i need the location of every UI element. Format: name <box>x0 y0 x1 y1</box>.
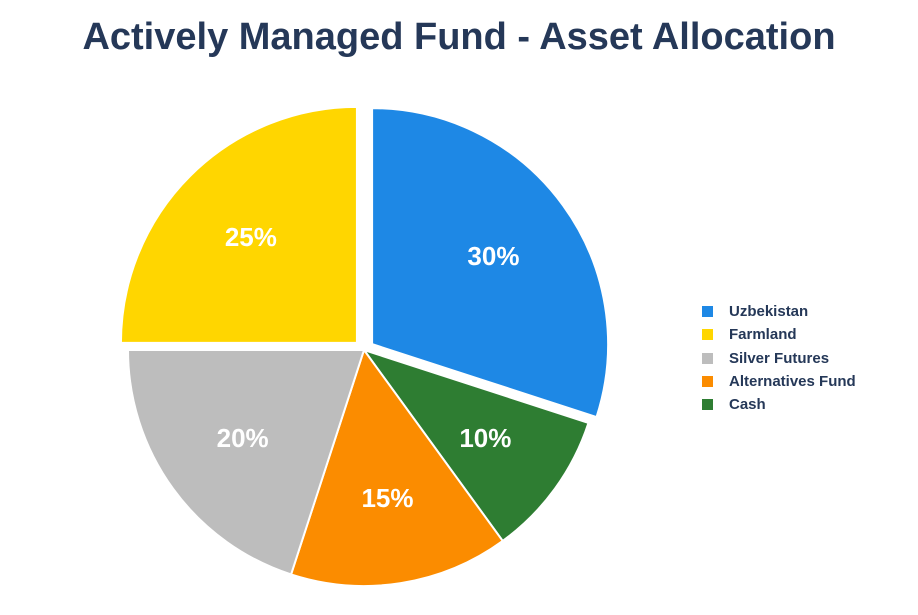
legend-swatch-cash <box>702 399 713 411</box>
pie-slice-silver-futures[interactable] <box>126 349 366 576</box>
legend-item-farmland[interactable]: Farmland <box>702 323 856 346</box>
pie-slice-uzbekistan[interactable] <box>371 107 610 419</box>
data-label-farmland: 25% <box>225 222 277 252</box>
pie-slice-farmland[interactable] <box>119 105 358 344</box>
pie-data-labels: 30% 10% 15% 20% 25% <box>217 222 520 513</box>
chart-legend: Uzbekistan Farmland Silver Futures Alternat… <box>702 300 856 416</box>
legend-label: Farmland <box>729 326 797 344</box>
legend-label: Uzbekistan <box>729 303 809 321</box>
legend-label: Silver Futures <box>729 349 830 367</box>
legend-swatch-farmland <box>702 329 713 341</box>
legend-swatch-silver-futures <box>702 352 713 364</box>
legend-swatch-alternatives-fund <box>702 376 713 388</box>
legend-item-cash[interactable]: Cash <box>702 393 856 416</box>
pie-slice-cash[interactable] <box>361 348 590 543</box>
chart-title: Actively Managed Fund - Asset Allocation <box>82 16 836 58</box>
data-label-silver-futures: 20% <box>217 423 269 453</box>
legend-swatch-uzbekistan <box>702 306 713 318</box>
legend-label: Alternatives Fund <box>729 373 856 391</box>
legend-item-alternatives-fund[interactable]: Alternatives Fund <box>702 370 856 393</box>
data-label-alternatives-fund: 15% <box>361 483 413 513</box>
pie-slices <box>119 105 610 587</box>
legend-item-uzbekistan[interactable]: Uzbekistan <box>702 300 856 323</box>
data-label-uzbekistan: 30% <box>467 241 519 271</box>
legend-item-silver-futures[interactable]: Silver Futures <box>702 347 856 370</box>
pie-slice-alternatives-fund[interactable] <box>289 347 505 587</box>
legend-label: Cash <box>729 396 766 414</box>
data-label-cash: 10% <box>459 423 511 453</box>
